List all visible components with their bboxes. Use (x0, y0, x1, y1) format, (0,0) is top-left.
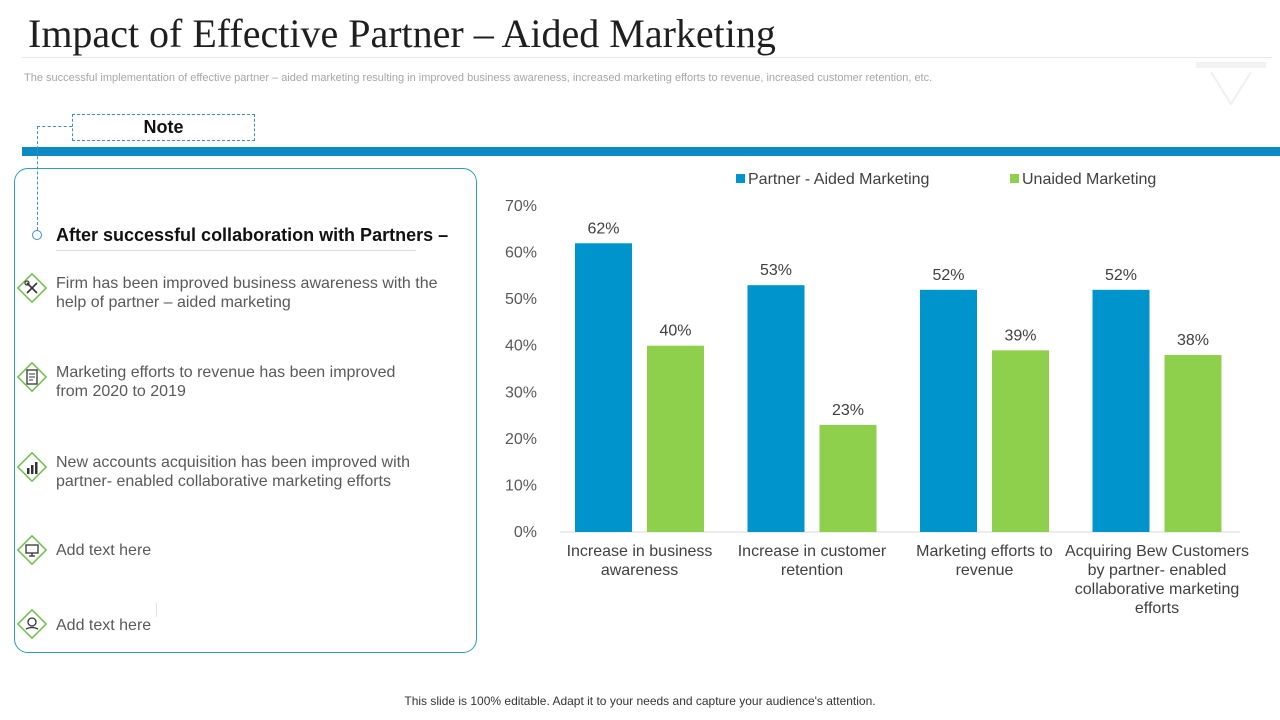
y-tick-label: 10% (505, 477, 537, 494)
x-tick-label: Marketing efforts to revenue (916, 543, 1053, 579)
bar (1092, 289, 1150, 532)
list-item-text: New accounts acquisition has been improv… (56, 454, 410, 490)
bar-chart-icon (16, 451, 48, 483)
monitor-icon (16, 534, 48, 566)
legend-swatch (1010, 174, 1019, 183)
data-label: 53% (760, 262, 792, 279)
corner-decoration-icon (1196, 62, 1266, 106)
data-label: 40% (659, 323, 691, 340)
y-tick-label: 50% (505, 291, 537, 308)
x-tick-label: Increase in customer retention (738, 543, 887, 579)
legend-label: Partner - Aided Marketing (748, 171, 929, 188)
notes-panel (14, 168, 477, 653)
bar (920, 289, 977, 532)
legend-label: Unaided Marketing (1022, 171, 1156, 188)
note-connector-dot (32, 230, 42, 240)
hand-coin-icon (16, 608, 48, 640)
list-item-text: Add text here (56, 542, 152, 559)
x-tick-label: Acquiring Bew Customers by partner- enabl… (1065, 543, 1249, 617)
list-item-text: Firm has been improved business awarenes… (56, 275, 438, 311)
y-tick-label: 70% (505, 198, 537, 215)
text-cursor-mark (156, 603, 157, 617)
note-connector-vertical (37, 126, 38, 230)
x-tick-label: Increase in business awareness (567, 543, 713, 579)
legend-swatch (736, 174, 745, 183)
bar-chart: 0% 10% 20% 30% 40% 50% 60% 70% 62% 40% Increase in… (505, 171, 1249, 617)
page-title: Impact of Effective Partner – Aided Mark… (28, 11, 776, 56)
document-icon (16, 361, 48, 393)
bar (575, 243, 632, 532)
panel-heading: After successful collaboration with Part… (56, 225, 449, 245)
data-label: 52% (932, 267, 964, 284)
tools-icon (16, 272, 48, 304)
bar (647, 345, 704, 532)
footer-note: This slide is 100% editable. Adapt it to… (404, 694, 876, 708)
list-item-text: Marketing efforts to revenue has been im… (56, 364, 396, 400)
note-label: Note (72, 114, 255, 141)
data-label: 52% (1105, 267, 1137, 284)
bar (1164, 355, 1222, 532)
y-tick-label: 60% (505, 245, 537, 262)
y-tick-label: 40% (505, 338, 537, 355)
accent-bar (22, 147, 1280, 156)
title-divider (22, 57, 1272, 58)
note-connector (37, 126, 72, 127)
page-subtitle: The successful implementation of effecti… (24, 72, 933, 84)
bar (992, 350, 1049, 532)
data-label: 23% (832, 402, 864, 419)
heading-underline (56, 250, 416, 251)
y-tick-label: 0% (514, 524, 537, 541)
list-item-text: Add text here (56, 617, 152, 634)
bar (747, 285, 805, 532)
y-tick-label: 30% (505, 384, 537, 401)
bar (819, 424, 877, 532)
data-label: 38% (1177, 332, 1209, 349)
data-label: 39% (1004, 327, 1036, 344)
y-tick-label: 20% (505, 431, 537, 448)
data-label: 62% (587, 220, 619, 237)
